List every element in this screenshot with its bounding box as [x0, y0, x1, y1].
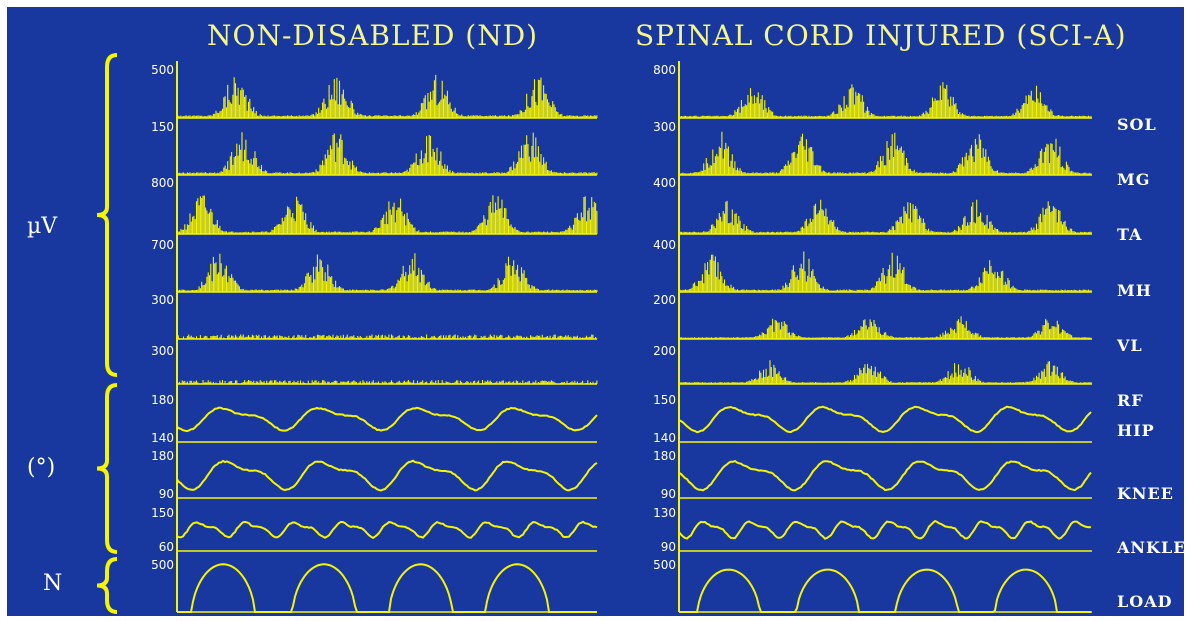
- right-hip-scale-label: 150: [653, 393, 676, 407]
- left-vl-trace: [176, 334, 598, 339]
- right-knee-trace: [678, 459, 1092, 492]
- right-knee-scale-label: 180: [653, 449, 676, 463]
- right-ankle-scale-bottom-label: 90: [661, 540, 676, 554]
- figure-panel: NON-DISABLED (ND) SPINAL CORD INJURED (S…: [7, 7, 1185, 616]
- brace-angle: [96, 383, 118, 554]
- left-knee-scale-bottom-label: 90: [159, 487, 174, 501]
- muscle-label-mg: MG: [1117, 170, 1151, 189]
- unit-label-degrees: (°): [27, 455, 56, 480]
- left-ankle-scale-label: 150: [151, 506, 174, 520]
- left-hip-trace: [176, 406, 598, 433]
- muscle-label-ta: TA: [1117, 225, 1143, 244]
- brace-load: [96, 557, 118, 614]
- left-ankle-scale-bottom-label: 60: [159, 540, 174, 554]
- right-mh-scale-label: 400: [653, 238, 676, 252]
- right-ankle-scale-label: 130: [653, 506, 676, 520]
- left-mh-scale-label: 700: [151, 238, 174, 252]
- left-load-trace: [177, 563, 597, 613]
- brace-emg: [96, 53, 118, 377]
- left-knee-scale-label: 180: [151, 449, 174, 463]
- right-vl-scale-label: 200: [653, 293, 676, 307]
- joint-label-ankle: ANKLE: [1117, 538, 1187, 557]
- joint-label-hip: HIP: [1117, 421, 1155, 440]
- left-sol-trace: [176, 74, 598, 118]
- right-ankle-trace: [678, 519, 1092, 540]
- left-rf-scale-label: 300: [151, 344, 174, 358]
- left-sol-scale-label: 500: [151, 63, 174, 77]
- muscle-label-sol: SOL: [1117, 115, 1157, 134]
- left-mg-trace: [176, 132, 598, 175]
- right-ta-trace: [678, 199, 1092, 234]
- left-vl-scale-label: 300: [151, 293, 174, 307]
- right-panel-title: SPINAL CORD INJURED (SCI-A): [635, 19, 1127, 52]
- right-rf-trace: [678, 360, 1092, 384]
- right-rf-scale-label: 200: [653, 344, 676, 358]
- left-load-scale-label: 500: [151, 558, 174, 572]
- unit-label-microvolt: µV: [27, 214, 58, 239]
- left-mh-trace: [176, 253, 598, 292]
- right-hip-trace: [678, 405, 1092, 434]
- left-ta-scale-label: 800: [151, 176, 174, 190]
- right-hip-scale-bottom-label: 140: [653, 431, 676, 445]
- unit-label-newton: N: [43, 571, 63, 596]
- right-knee-scale-bottom-label: 90: [661, 487, 676, 501]
- left-knee-trace: [176, 459, 598, 492]
- left-mg-scale-label: 150: [151, 120, 174, 134]
- right-mg-scale-label: 300: [653, 120, 676, 134]
- joint-label-knee: KNEE: [1117, 484, 1174, 503]
- right-vl-trace: [678, 316, 1092, 339]
- left-hip-scale-label: 180: [151, 393, 174, 407]
- left-ankle-trace: [176, 520, 598, 540]
- muscle-label-vl: VL: [1117, 336, 1143, 355]
- load-label: LOAD: [1117, 592, 1173, 611]
- right-sol-scale-label: 800: [653, 63, 676, 77]
- right-mh-trace: [678, 251, 1092, 292]
- right-ta-scale-label: 400: [653, 176, 676, 190]
- left-rf-trace: [176, 380, 598, 384]
- left-ta-trace: [176, 195, 598, 234]
- left-panel-title: NON-DISABLED (ND): [207, 19, 539, 52]
- right-load-scale-label: 500: [653, 558, 676, 572]
- right-mg-trace: [678, 131, 1092, 175]
- gait-traces-svg: 500 150 800 700 300 300 180 140 180 90 150 60 500 800…: [96, 53, 1092, 614]
- right-sol-trace: [678, 82, 1092, 118]
- muscle-label-rf: RF: [1117, 391, 1144, 410]
- right-load-trace: [679, 568, 1091, 613]
- left-hip-scale-bottom-label: 140: [151, 431, 174, 445]
- muscle-label-mh: MH: [1117, 281, 1152, 300]
